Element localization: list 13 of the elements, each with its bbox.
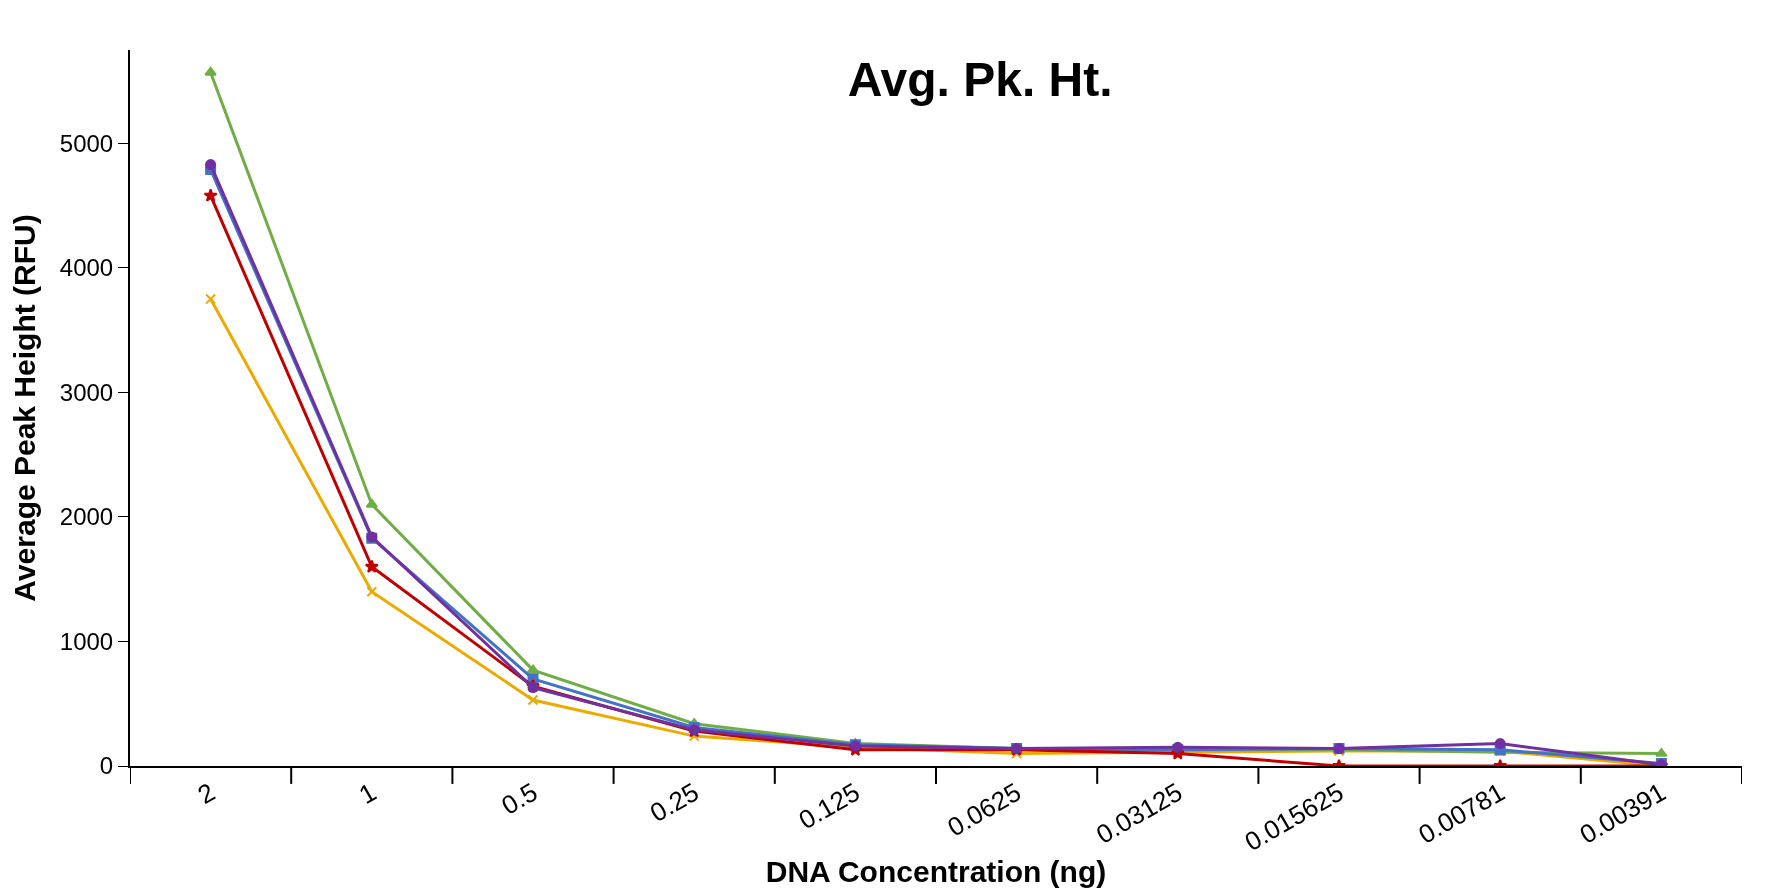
y-tick-label: 0 [99,752,114,780]
y-tick-label: 4000 [59,254,114,282]
x-tick-label: 2 [192,776,221,810]
y-tick-label: 2000 [59,503,114,531]
x-tick-label: 0.25 [644,776,704,828]
x-tick-label: 0.5 [496,776,543,821]
x-axis-title: DNA Concentration (ng) [765,854,1107,888]
x-tick-label: 1 [353,776,382,810]
y-tick-label: 3000 [59,378,114,406]
y-tick-label: 1000 [59,627,114,655]
y-tick-label: 5000 [59,129,114,157]
chart-title: Avg. Pk. Ht. [847,53,1113,107]
y-axis-title: Average Peak Height (RFU) [8,214,42,602]
